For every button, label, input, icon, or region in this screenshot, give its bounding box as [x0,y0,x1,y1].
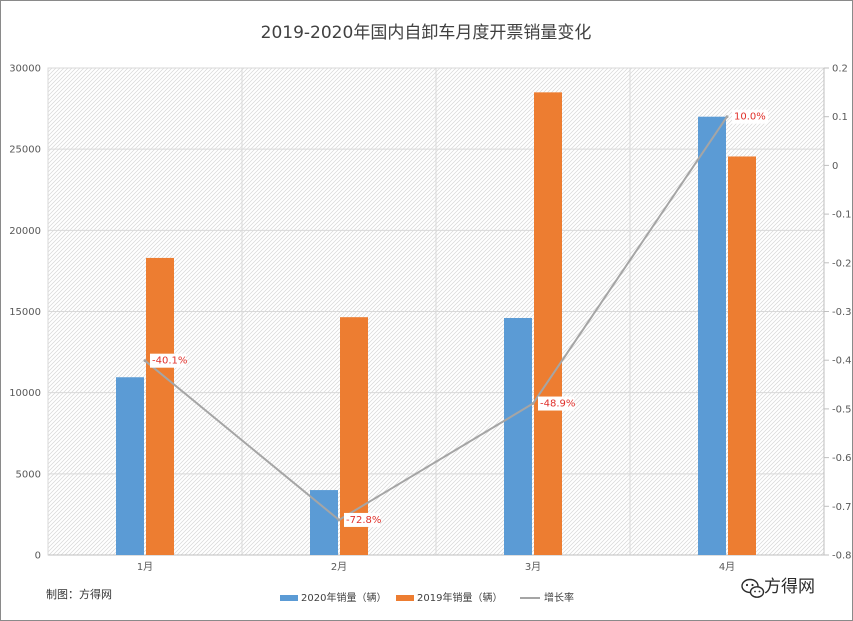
growth-rate-point [143,359,147,363]
bar-2019 [534,92,562,555]
growth-rate-point [725,115,729,119]
data-label-background [344,512,380,527]
x-tick-label: 1月 [137,561,153,573]
growth-rate-point [531,402,535,406]
legend-swatch [396,595,414,601]
bar-2020 [698,116,726,555]
right-tick-label: -0.5 [832,404,852,415]
legend-label: 增长率 [544,591,574,604]
left-y-axis: 0 5000 10000 15000 20000 25000 30000 [9,64,41,562]
bar-2019 [728,156,756,555]
right-tick-label: -0.4 [832,356,852,367]
legend-swatch [280,595,298,601]
data-label-background [538,396,574,411]
credit-text: 制图：方得网 [46,587,112,601]
legend-label: 2020年销量（辆） [301,591,386,604]
growth-rate-label: -72.8% [346,515,381,526]
x-tick-label: 4月 [719,561,735,573]
growth-rate-line [144,116,728,522]
bar-series [116,92,756,555]
chart-title: 2019-2020年国内自卸车月度开票销量变化 [261,23,592,43]
watermark-text: 方得网 [764,577,815,597]
data-labels: -40.1% -72.8% -48.9% 10.0% [150,109,768,527]
bar-2020 [504,317,532,555]
x-axis: 1月 2月 3月 4月 [48,554,824,573]
bar-2019 [146,257,174,555]
growth-rate-label: -48.9% [540,399,575,410]
wechat-icon [741,578,765,598]
left-tick-label: 5000 [16,469,41,480]
left-tick-label: 30000 [9,64,41,75]
left-tick-label: 25000 [9,145,41,156]
bar-2020 [116,377,144,555]
line-series [143,115,729,522]
left-tick-label: 20000 [9,226,41,237]
gridlines [48,67,824,556]
growth-rate-label: 10.0% [734,112,766,123]
right-tick-label: -0.8 [832,551,852,562]
right-tick-label: 0.1 [832,112,848,123]
growth-rate-label: -40.1% [152,356,187,367]
right-tick-label: -0.2 [832,258,852,269]
right-tick-label: 0.2 [832,64,848,75]
legend: 2020年销量（辆） 2019年销量（辆） 增长率 [280,591,574,604]
data-label-background [732,109,768,124]
right-tick-label: 0 [832,161,838,172]
data-label-background [150,353,186,368]
legend-label: 2019年销量（辆） [417,591,502,604]
right-y-axis: -0.8 -0.7 -0.6 -0.5 -0.4 -0.3 -0.2 -0.1 0 0.1 0.2 [823,64,852,562]
right-tick-label: -0.3 [832,307,852,318]
x-tick-label: 3月 [525,561,541,573]
left-tick-label: 15000 [9,307,41,318]
x-tick-label: 2月 [331,561,347,573]
plot-area [47,67,825,556]
growth-rate-point [337,518,341,522]
left-tick-label: 0 [35,551,41,562]
left-tick-label: 10000 [9,388,41,399]
right-tick-label: -0.1 [832,210,852,221]
right-tick-label: -0.6 [832,453,852,464]
watermark: 方得网 [741,577,815,598]
right-tick-label: -0.7 [832,502,852,513]
